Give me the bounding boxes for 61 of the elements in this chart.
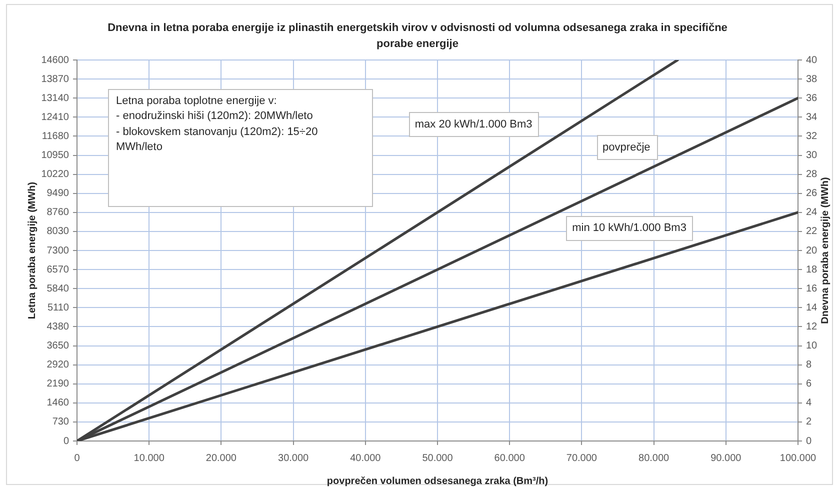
y2-tick-label: 16 <box>806 283 818 294</box>
x-tick-label: 90.000 <box>710 452 742 464</box>
y-tick-label: 0 <box>63 436 70 447</box>
y2-tick-label: 0 <box>806 436 812 447</box>
x-tick-label: 80.000 <box>638 452 670 464</box>
y2-tick-label: 28 <box>806 169 818 180</box>
y-tick-label: 730 <box>52 416 70 428</box>
y2-tick-label: 26 <box>806 188 818 200</box>
x-tick-label: 40.000 <box>350 452 382 464</box>
x-tick-label: 50.000 <box>422 452 454 464</box>
x-tick-label: 20.000 <box>206 452 237 464</box>
series-label: min 10 kWh/1.000 Bm3 <box>572 222 686 234</box>
y2-tick-label: 34 <box>806 112 818 123</box>
y-tick-label: 4380 <box>46 321 70 332</box>
y2-tick-label: 20 <box>806 245 818 256</box>
y-tick-label: 5840 <box>46 283 70 294</box>
y2-tick-label: 14 <box>806 302 818 314</box>
x-tick-label: 100.000 <box>780 452 817 464</box>
y-tick-label: 5110 <box>47 302 70 314</box>
y2-tick-label: 24 <box>806 207 818 218</box>
y2-tick-label: 4 <box>806 398 812 409</box>
y2-tick-label: 32 <box>806 130 818 142</box>
x-axis-title: povprečen volumen odsesanega zraka (Bm³/h) <box>326 476 548 487</box>
chart-title: Dnevna in letna poraba energije iz plinastih energetskih virov v odvisnosti od volumna odsesanega zraka in specifične porabe energije <box>108 22 728 50</box>
y2-tick-label: 12 <box>806 321 818 332</box>
y-tick-label: 13140 <box>41 92 70 104</box>
y2-tick-label: 38 <box>806 74 818 85</box>
x-tick-label: 30.000 <box>278 452 310 464</box>
y-axis-title: Letna poraba energije (MWh) <box>26 182 38 320</box>
y-tick-label: 7300 <box>46 245 70 256</box>
y-tick-label: 12410 <box>41 112 70 123</box>
y-tick-label: 10220 <box>41 169 70 180</box>
y-tick-label: 6570 <box>46 264 70 276</box>
y2-tick-label: 2 <box>806 416 812 428</box>
y2-tick-label: 30 <box>806 150 818 161</box>
y-tick-label: 8030 <box>46 226 70 238</box>
x-tick-label: 0 <box>74 452 80 464</box>
y-tick-label: 8760 <box>46 207 70 218</box>
y2-tick-label: 22 <box>806 226 818 238</box>
y2-tick-label: 40 <box>806 54 818 66</box>
y-tick-label: 14600 <box>41 54 70 66</box>
y-tick-label: 1460 <box>46 398 70 409</box>
y2-tick-label: 10 <box>806 340 818 352</box>
y2-tick-label: 8 <box>806 360 812 371</box>
y-tick-label: 13870 <box>41 74 70 85</box>
series-label: povprečje <box>602 141 650 154</box>
y-tick-label: 11680 <box>42 130 70 142</box>
x-tick-label: 70.000 <box>566 452 598 464</box>
y2-tick-label: 18 <box>806 264 818 276</box>
y2-tick-label: 36 <box>806 92 818 104</box>
y-tick-label: 2190 <box>46 378 70 390</box>
y-tick-label: 9490 <box>46 188 70 200</box>
y-tick-label: 3650 <box>46 340 70 352</box>
y2-axis-title: Dnevna poraba energije (MWh) <box>820 177 831 324</box>
x-tick-label: 60.000 <box>494 452 526 464</box>
y2-tick-label: 6 <box>806 378 812 390</box>
y-tick-label: 10950 <box>41 150 70 161</box>
x-tick-label: 10.000 <box>134 452 165 464</box>
annotation: Letna poraba toplotne energije v: - enodružinski hiši (120m2): 20MWh/leto - blokovskem stanovanju (120m2): 15÷20 MWh/leto <box>116 94 319 156</box>
series-label: max 20 kWh/1.000 Bm3 <box>414 118 532 131</box>
y-tick-label: 2920 <box>46 360 70 371</box>
